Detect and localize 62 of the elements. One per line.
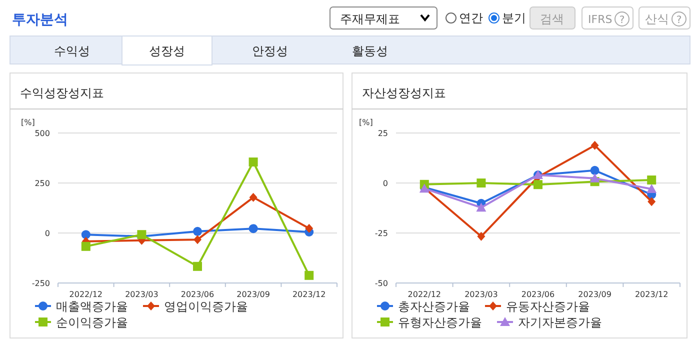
text: ? — [619, 15, 625, 26]
point — [81, 242, 90, 251]
y-axis-title: [%] — [21, 118, 35, 127]
x-tick-label: 2023/03 — [464, 290, 498, 299]
text: ? — [676, 15, 682, 26]
x-tick-label: 2023/09 — [236, 290, 270, 299]
text: 연간 — [459, 11, 483, 25]
text: 활동성 — [352, 44, 388, 58]
text: 수익성 — [54, 44, 90, 58]
point — [590, 166, 600, 175]
legend-label: 유형자산증가율 — [398, 316, 482, 330]
text: 안정성 — [252, 44, 288, 58]
x-tick-label: 2023/06 — [180, 290, 214, 299]
point — [476, 178, 486, 188]
chart-title: 자산성장성지표 — [362, 86, 446, 100]
text: 검색 — [540, 12, 564, 26]
point — [590, 173, 600, 182]
text: 주재무제표 — [340, 12, 400, 26]
point — [590, 140, 599, 150]
legend-label: 순이익증가율 — [56, 316, 128, 330]
x-tick-label: 2023/06 — [521, 290, 555, 299]
y-tick-label: 500 — [34, 129, 50, 138]
text: 투자분석 — [12, 12, 68, 28]
y-tick-label: -50 — [374, 279, 388, 288]
point — [81, 230, 90, 240]
point — [193, 262, 202, 271]
text: 분기 — [502, 11, 526, 25]
point — [534, 180, 542, 190]
point — [477, 232, 486, 241]
legend-label: 자기자본증가율 — [518, 316, 602, 330]
text: 성장성 — [149, 44, 185, 58]
text: 산식 — [645, 12, 669, 26]
legend-label: 매출액증가율 — [56, 300, 128, 314]
point — [476, 202, 486, 212]
point — [646, 184, 657, 193]
legend-label: 영업이익증가율 — [164, 300, 248, 314]
legend-label: 총자산증가율 — [398, 300, 470, 314]
x-tick-label: 2023/12 — [292, 290, 326, 299]
y-axis-title: [%] — [359, 118, 373, 127]
y-tick-label: 25 — [378, 129, 388, 138]
point — [194, 235, 202, 244]
y-tick-label: 0 — [382, 179, 388, 188]
x-tick-label: 2022/12 — [69, 290, 103, 299]
point — [248, 158, 258, 166]
point — [647, 176, 656, 184]
point — [648, 197, 656, 206]
text: IFRS — [588, 13, 612, 26]
point — [248, 224, 258, 234]
point — [249, 192, 258, 202]
y-tick-label: -25 — [374, 229, 388, 238]
point — [304, 270, 314, 280]
x-tick-label: 2023/12 — [634, 290, 668, 299]
x-tick-label: 2022/12 — [408, 290, 442, 299]
point — [305, 224, 314, 233]
x-tick-label: 2023/03 — [125, 290, 158, 299]
x-tick-label: 2023/09 — [578, 290, 612, 299]
y-tick-label: 250 — [34, 179, 50, 188]
point — [193, 226, 202, 236]
y-tick-label: -250 — [32, 279, 50, 288]
chart-title: 수익성장성지표 — [20, 86, 104, 100]
legend-label: 유동자산증가율 — [506, 300, 590, 314]
y-tick-label: 0 — [44, 229, 50, 238]
